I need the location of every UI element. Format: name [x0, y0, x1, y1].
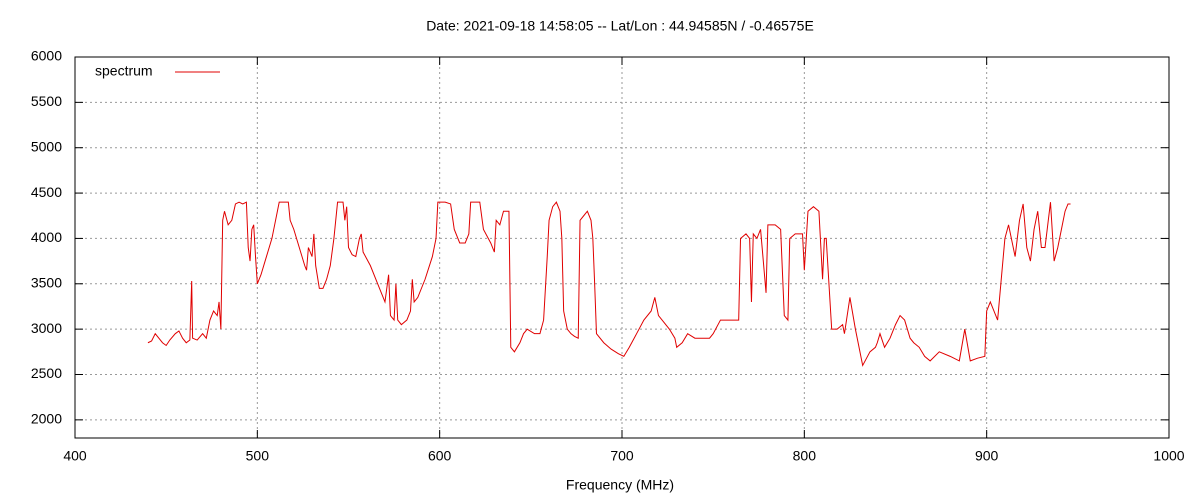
y-tick-label: 3000 — [31, 320, 62, 336]
y-tick-label: 2500 — [31, 365, 62, 381]
x-tick-label: 700 — [610, 448, 634, 464]
y-tick-label: 4500 — [31, 184, 62, 200]
x-tick-label: 800 — [793, 448, 817, 464]
x-axis-label: Frequency (MHz) — [566, 477, 674, 493]
y-tick-label: 6000 — [31, 48, 62, 64]
chart-title: Date: 2021-09-18 14:58:05 -- Lat/Lon : 4… — [426, 18, 814, 34]
y-tick-label: 3500 — [31, 274, 62, 290]
y-tick-label: 2000 — [31, 411, 62, 427]
y-tick-label: 5000 — [31, 138, 62, 154]
x-tick-label: 500 — [246, 448, 270, 464]
x-tick-label: 400 — [63, 448, 87, 464]
x-tick-label: 900 — [975, 448, 999, 464]
plot-frame — [74, 56, 1170, 439]
y-tick-label: 5500 — [31, 93, 62, 109]
x-tick-label: 1000 — [1153, 448, 1184, 464]
y-tick-label: 4000 — [31, 229, 62, 245]
x-tick-label: 600 — [428, 448, 452, 464]
legend-label: spectrum — [95, 63, 153, 79]
spectrum-line — [147, 201, 1071, 367]
